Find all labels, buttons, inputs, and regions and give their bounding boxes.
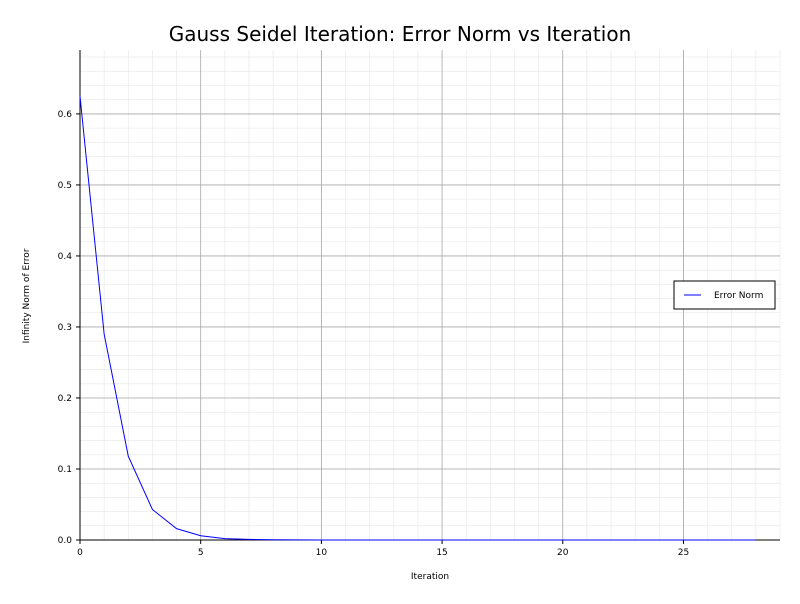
ticks: 0 5 10 15 20 25 0.0 0.1 0.2 0.3 0.4 0.5 0.6 (58, 110, 690, 558)
x-tick-label: 0 (77, 548, 83, 558)
x-tick-label: 10 (316, 548, 328, 558)
legend: Error Norm (673, 280, 776, 310)
x-tick-label: 20 (557, 548, 569, 558)
series-group (79, 96, 756, 541)
y-tick-label: 0.5 (58, 181, 72, 191)
x-tick-label: 25 (678, 548, 689, 558)
y-tick-label: 0.3 (58, 323, 72, 333)
y-axis-label: Infinity Norm of Error (22, 248, 32, 343)
y-tick-label: 0.4 (58, 252, 73, 262)
x-tick-label: 5 (198, 548, 204, 558)
x-tick-label: 15 (436, 548, 447, 558)
chart-title: Gauss Seidel Iteration: Error Norm vs It… (169, 22, 632, 46)
series-line-error-norm (79, 96, 756, 541)
legend-label: Error Norm (714, 291, 763, 301)
y-tick-label: 0.2 (58, 394, 72, 404)
x-axis-label: Iteration (411, 572, 449, 582)
y-tick-label: 0.1 (58, 465, 72, 475)
y-tick-label: 0.6 (58, 110, 73, 120)
y-tick-label: 0.0 (58, 536, 73, 546)
